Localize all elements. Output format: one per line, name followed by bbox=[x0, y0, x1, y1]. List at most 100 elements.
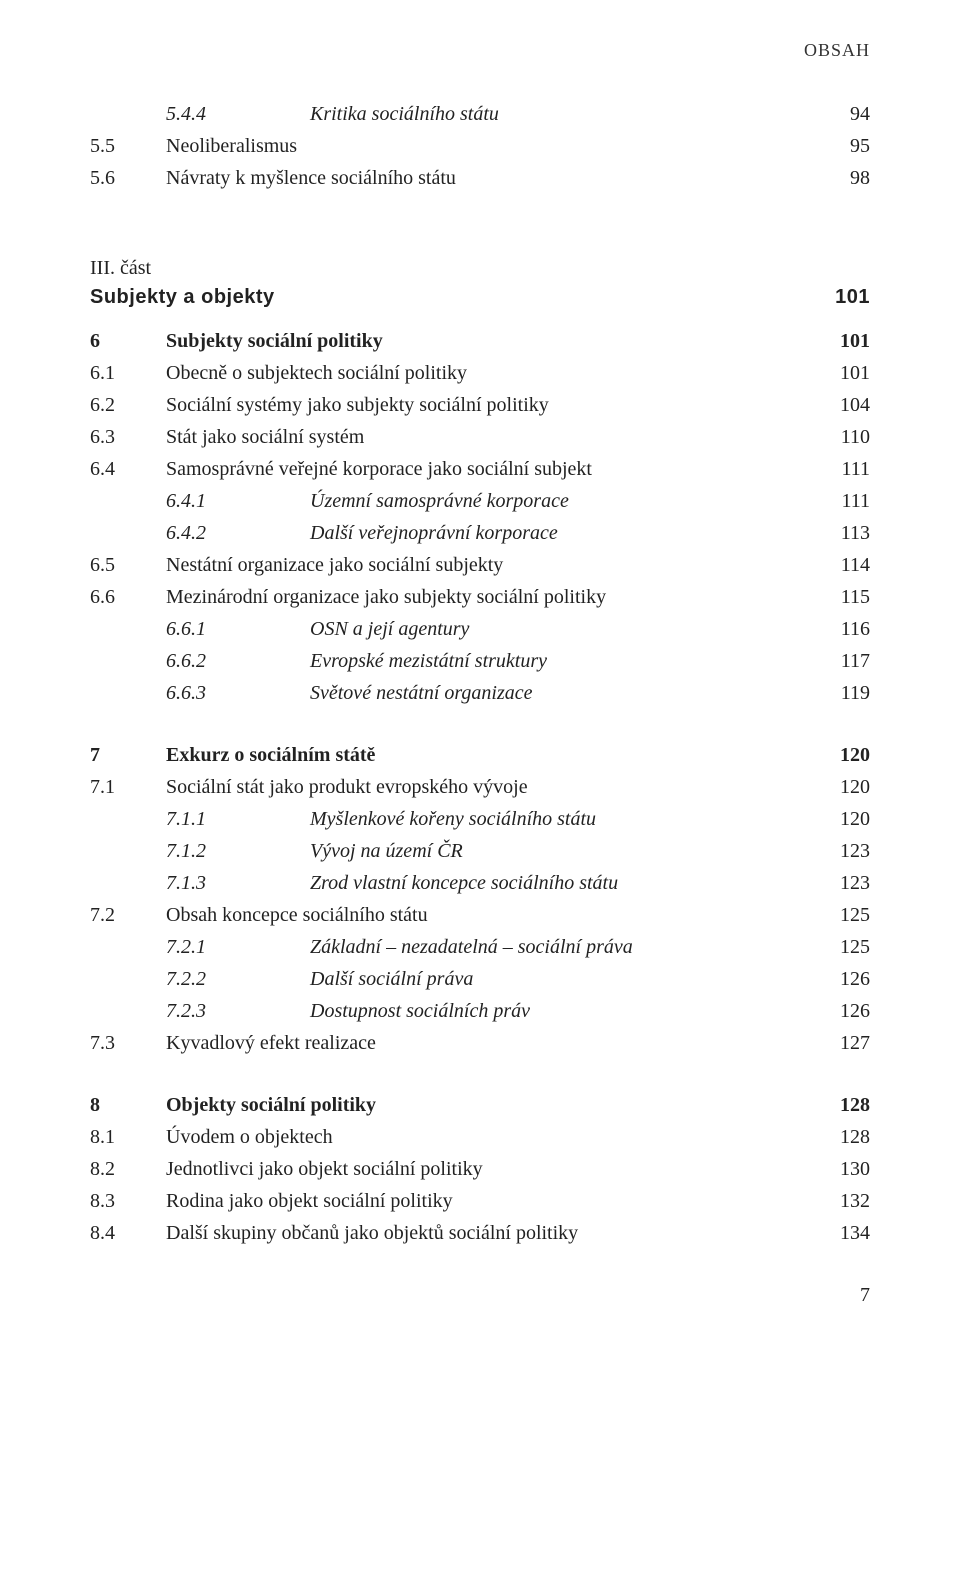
toc-entry-number: 6.6.3 bbox=[90, 678, 310, 708]
toc-entry-number: 6.3 bbox=[90, 422, 166, 452]
toc-entry-title: Návraty k myšlence sociálního státu bbox=[166, 163, 456, 193]
toc-entry-title: Úvodem o objektech bbox=[166, 1122, 333, 1152]
toc-line: 7.1.3 Zrod vlastní koncepce sociálního s… bbox=[90, 868, 870, 898]
toc-entry-page: 115 bbox=[841, 582, 870, 612]
toc-line: 7.2.2 Další sociální práva126 bbox=[90, 964, 870, 994]
toc-entry-number: 7.2.3 bbox=[90, 996, 310, 1026]
toc-entry-page: 134 bbox=[840, 1218, 870, 1248]
toc-entry-page: 104 bbox=[840, 390, 870, 420]
toc-line: 6.4.2 Další veřejnoprávní korporace113 bbox=[90, 518, 870, 548]
toc-entry-number: 7.1.1 bbox=[90, 804, 310, 834]
toc-entry-title: Dostupnost sociálních práv bbox=[310, 996, 530, 1026]
toc-entry-number: 8.4 bbox=[90, 1218, 166, 1248]
toc-entry-page: 125 bbox=[840, 932, 870, 962]
page-number: 7 bbox=[90, 1284, 870, 1307]
toc-entry-page: 126 bbox=[840, 964, 870, 994]
toc-entry-title: Další skupiny občanů jako objektů sociál… bbox=[166, 1218, 578, 1248]
part-page: 101 bbox=[835, 282, 870, 312]
toc-entry-number: 6.6.1 bbox=[90, 614, 310, 644]
toc-line: 7.2 Obsah koncepce sociálního státu 125 bbox=[90, 900, 870, 930]
toc-entry-number: 6.4.1 bbox=[90, 486, 310, 516]
toc-entry-page: 126 bbox=[840, 996, 870, 1026]
toc-entry-title: Mezinárodní organizace jako subjekty soc… bbox=[166, 582, 606, 612]
toc-entry-number: 6.6.2 bbox=[90, 646, 310, 676]
toc-entry-title: Obsah koncepce sociálního státu bbox=[166, 900, 428, 930]
toc-line: 8.3 Rodina jako objekt sociální politiky… bbox=[90, 1186, 870, 1216]
toc-line: 7.2.3 Dostupnost sociálních práv 126 bbox=[90, 996, 870, 1026]
toc-entry-number: 8.1 bbox=[90, 1122, 166, 1152]
toc-entry-number: 7 bbox=[90, 740, 166, 770]
toc-entry-number: 7.2.1 bbox=[90, 932, 310, 962]
toc-line: 5.5 Neoliberalismus95 bbox=[90, 131, 870, 161]
toc-entry-title: Exkurz o sociálním státě bbox=[166, 740, 375, 770]
toc-line: 7.1 Sociální stát jako produkt evropskéh… bbox=[90, 772, 870, 802]
toc-entry-page: 120 bbox=[840, 740, 870, 770]
toc-entry-number: 7.1.3 bbox=[90, 868, 310, 898]
toc-line: 6.2 Sociální systémy jako subjekty sociá… bbox=[90, 390, 870, 420]
toc-entry-number: 6 bbox=[90, 326, 166, 356]
toc-entry-number: 7.2 bbox=[90, 900, 166, 930]
toc-entry-title: Stát jako sociální systém bbox=[166, 422, 364, 452]
toc-entry-title: Objekty sociální politiky bbox=[166, 1090, 376, 1120]
toc-entry-number: 6.4 bbox=[90, 454, 166, 484]
toc-line: 6.3 Stát jako sociální systém 110 bbox=[90, 422, 870, 452]
toc-line: 8 Objekty sociální politiky 128 bbox=[90, 1090, 870, 1120]
toc-entry-number: 8.3 bbox=[90, 1186, 166, 1216]
part-label: III. část bbox=[90, 257, 870, 280]
toc-entry-number: 7.1.2 bbox=[90, 836, 310, 866]
toc-entry-page: 130 bbox=[840, 1154, 870, 1184]
toc-line: 6.4.1 Územní samosprávné korporace111 bbox=[90, 486, 870, 516]
toc-line: 6.1 Obecně o subjektech sociální politik… bbox=[90, 358, 870, 388]
toc-entry-page: 111 bbox=[841, 454, 870, 484]
toc-entry-page: 128 bbox=[840, 1090, 870, 1120]
toc-entry-page: 114 bbox=[841, 550, 870, 580]
toc-entry-number: 7.3 bbox=[90, 1028, 166, 1058]
toc-entry-number: 5.6 bbox=[90, 163, 166, 193]
toc-gap bbox=[90, 195, 870, 231]
toc-entry-number: 8 bbox=[90, 1090, 166, 1120]
toc-entry-title: Kritika sociálního státu bbox=[310, 99, 499, 129]
toc-entry-title: OSN a její agentury bbox=[310, 614, 469, 644]
toc-entry-page: 120 bbox=[840, 804, 870, 834]
toc-entry-title: Obecně o subjektech sociální politiky bbox=[166, 358, 467, 388]
toc-entry-title: Evropské mezistátní struktury bbox=[310, 646, 547, 676]
toc-entry-page: 123 bbox=[840, 836, 870, 866]
toc-line: 7 Exkurz o sociálním státě 120 bbox=[90, 740, 870, 770]
toc-entry-number: 5.5 bbox=[90, 131, 166, 161]
toc-entry-page: 119 bbox=[841, 678, 870, 708]
toc-entry-number: 5.4.4 bbox=[90, 99, 310, 129]
toc-entry-title: Jednotlivci jako objekt sociální politik… bbox=[166, 1154, 483, 1184]
part-title: Subjekty a objekty bbox=[90, 282, 275, 312]
part-heading: Subjekty a objekty 101 bbox=[90, 282, 870, 312]
running-header: OBSAH bbox=[90, 40, 870, 61]
toc-entry-page: 94 bbox=[850, 99, 870, 129]
toc-entry-page: 98 bbox=[850, 163, 870, 193]
toc-entry-page: 110 bbox=[841, 422, 870, 452]
page: OBSAH 5.4.4 Kritika sociálního státu945.… bbox=[0, 0, 960, 1578]
toc-line: 5.6 Návraty k myšlence sociálního státu 9… bbox=[90, 163, 870, 193]
toc-entry-title: Subjekty sociální politiky bbox=[166, 326, 383, 356]
toc-entry-title: Myšlenkové kořeny sociálního státu bbox=[310, 804, 596, 834]
toc-entry-title: Nestátní organizace jako sociální subjek… bbox=[166, 550, 503, 580]
toc-entry-title: Sociální systémy jako subjekty sociální … bbox=[166, 390, 549, 420]
toc-entry-title: Zrod vlastní koncepce sociálního státu bbox=[310, 868, 618, 898]
toc-gap bbox=[90, 1060, 870, 1088]
toc-entry-title: Neoliberalismus bbox=[166, 131, 297, 161]
toc-line: 5.4.4 Kritika sociálního státu 94 bbox=[90, 99, 870, 129]
toc-line: 7.1.1 Myšlenkové kořeny sociálního státu… bbox=[90, 804, 870, 834]
table-of-contents: 5.4.4 Kritika sociálního státu945.5 Neol… bbox=[90, 99, 870, 1248]
toc-entry-number: 6.1 bbox=[90, 358, 166, 388]
toc-line: 6.6 Mezinárodní organizace jako subjekty… bbox=[90, 582, 870, 612]
toc-entry-title: Vývoj na území ČR bbox=[310, 836, 463, 866]
toc-entry-page: 123 bbox=[840, 868, 870, 898]
toc-line: 6.6.2 Evropské mezistátní struktury117 bbox=[90, 646, 870, 676]
toc-entry-page: 101 bbox=[840, 326, 870, 356]
toc-entry-page: 111 bbox=[841, 486, 870, 516]
toc-line: 6 Subjekty sociální politiky 101 bbox=[90, 326, 870, 356]
toc-line: 6.5 Nestátní organizace jako sociální su… bbox=[90, 550, 870, 580]
toc-entry-number: 8.2 bbox=[90, 1154, 166, 1184]
toc-entry-page: 113 bbox=[841, 518, 870, 548]
toc-entry-page: 128 bbox=[840, 1122, 870, 1152]
toc-line: 8.2 Jednotlivci jako objekt sociální pol… bbox=[90, 1154, 870, 1184]
toc-entry-page: 125 bbox=[840, 900, 870, 930]
